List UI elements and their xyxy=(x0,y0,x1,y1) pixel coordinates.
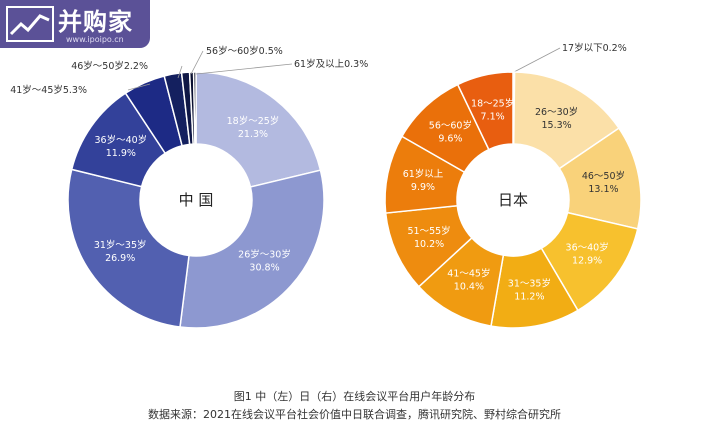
leader-line xyxy=(190,50,204,75)
figure-source: 数据来源：2021在线会议平台社会价值中日联合调查，腾讯研究院、野村综合研究所 xyxy=(148,408,561,421)
slice-value: 30.8% xyxy=(249,262,279,273)
pie-slice xyxy=(195,71,322,188)
donut-charts: 18岁～25岁 21.3% 26岁～30岁 30.8% 31岁～35岁 26.9% 36岁～… xyxy=(10,42,642,329)
slice-value: 10.2% xyxy=(414,239,444,250)
slice-outside-label: 17岁以下0.2% xyxy=(562,42,627,54)
slice-label: 18岁～25岁 xyxy=(227,115,280,127)
slice-label: 56～60岁 xyxy=(429,120,472,132)
donut-center-label: 日本 xyxy=(498,191,528,209)
slice-value: 11.2% xyxy=(514,292,544,303)
slice-value: 26.9% xyxy=(105,253,135,264)
slice-value: 15.3% xyxy=(542,120,572,131)
slice-label: 18～25岁 xyxy=(471,97,514,109)
slice-value: 10.4% xyxy=(454,282,484,293)
pie-slice xyxy=(192,71,197,145)
leader-line xyxy=(177,65,183,79)
pie-slice xyxy=(179,169,325,329)
slice-label: 36～40岁 xyxy=(566,241,609,253)
slice-value: 21.3% xyxy=(238,129,268,140)
slice-label: 41～45岁 xyxy=(447,268,490,280)
chart-logo-icon xyxy=(6,6,54,42)
logo-text: 并购家 xyxy=(58,8,133,36)
slice-value: 7.1% xyxy=(481,111,505,122)
slice-label: 31岁～35岁 xyxy=(94,239,147,251)
pie-slice xyxy=(67,168,190,328)
watermark-logo: 并购家 www.ipoipo.cn xyxy=(0,0,150,48)
donut-chart-1: 17岁以下0.2% 26～30岁 15.3% 46～50岁 13.1% 36～40岁 12.… xyxy=(384,42,642,329)
slice-value: 11.9% xyxy=(106,148,136,159)
slice-value: 9.9% xyxy=(411,182,435,193)
slice-outside-label: 56岁～60岁0.5% xyxy=(206,45,283,57)
slice-outside-label: 46岁～50岁2.2% xyxy=(71,60,148,72)
slice-value: 9.6% xyxy=(438,134,462,145)
slice-value: 13.1% xyxy=(588,184,618,195)
donut-chart-0: 18岁～25岁 21.3% 26岁～30岁 30.8% 31岁～35岁 26.9% 36岁～… xyxy=(10,45,368,329)
pie-slice xyxy=(456,71,514,151)
leader-line xyxy=(127,83,151,91)
slice-outside-label: 61岁及以上0.3% xyxy=(294,58,368,70)
slice-label: 46～50岁 xyxy=(582,170,625,182)
leader-line xyxy=(195,63,293,75)
slice-label: 61岁以上 xyxy=(403,168,444,180)
leader-line xyxy=(513,47,561,73)
slice-value: 12.9% xyxy=(572,255,602,266)
slice-label: 26岁～30岁 xyxy=(238,248,291,260)
slice-label: 31～35岁 xyxy=(508,278,551,290)
slice-outside-label: 41岁～45岁5.3% xyxy=(10,84,87,96)
donut-center-label: 中 国 xyxy=(179,191,214,209)
logo-url: www.ipoipo.cn xyxy=(66,35,124,44)
slice-label: 51～55岁 xyxy=(408,225,451,237)
slice-label: 26～30岁 xyxy=(535,106,578,118)
slice-label: 36岁～40岁 xyxy=(94,134,147,146)
pie-slice xyxy=(512,71,620,170)
figure-caption: 图1 中（左）日（右）在线会议平台用户年龄分布 xyxy=(233,390,476,403)
